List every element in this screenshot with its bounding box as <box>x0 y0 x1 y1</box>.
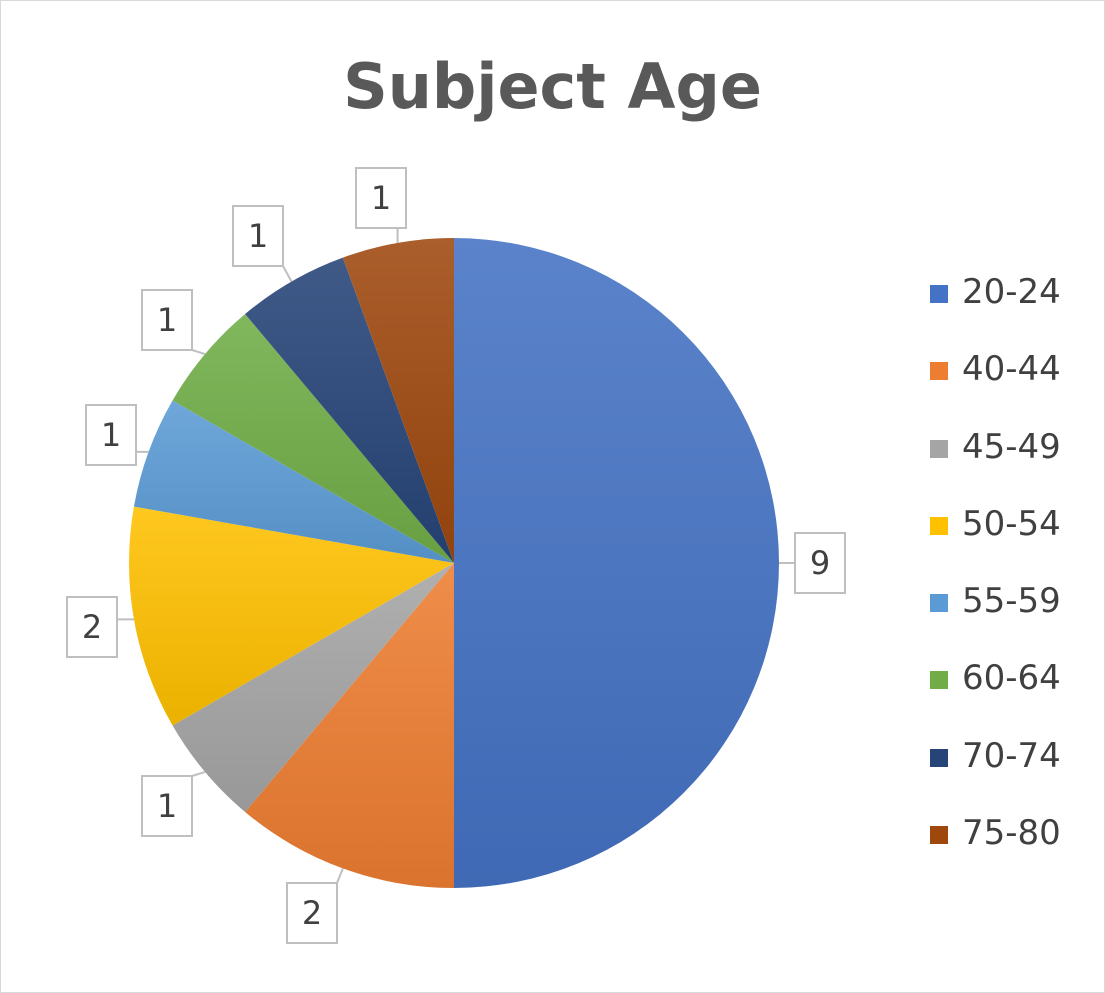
legend-item-75-80: 75-80 <box>930 811 1061 888</box>
legend-swatch-20-24 <box>930 285 948 303</box>
legend-label-75-80: 75-80 <box>962 813 1061 854</box>
data-label-leader-45-49 <box>191 770 206 777</box>
legend-label-20-24: 20-24 <box>962 272 1061 312</box>
data-label-60-64: 1 <box>157 301 177 339</box>
data-label-70-74: 1 <box>248 217 268 255</box>
chart-title: Subject Age <box>343 50 762 123</box>
data-label-55-59: 1 <box>101 416 121 454</box>
data-label-box-60-64 <box>141 289 193 351</box>
legend-item-20-24: 20-24 <box>930 270 1061 347</box>
data-label-45-49: 1 <box>157 787 177 825</box>
legend-swatch-50-54 <box>930 516 948 535</box>
legend-item-60-64: 60-64 <box>930 656 1061 733</box>
legend: 20-24 40-44 45-49 50-54 55-59 60-64 70-74 75-80 <box>930 270 1061 888</box>
legend-label-55-59: 55-59 <box>962 581 1061 622</box>
legend-item-45-49: 45-49 <box>930 425 1061 502</box>
legend-swatch-40-44 <box>930 362 948 381</box>
pie-slice-60-64 <box>172 314 454 563</box>
pie-slice-70-74 <box>245 257 454 563</box>
pie-slices <box>129 238 779 888</box>
data-label-leader-40-44 <box>336 868 344 884</box>
legend-label-70-74: 70-74 <box>962 735 1061 776</box>
data-label-75-80: 1 <box>371 179 391 217</box>
data-label-box-40-44 <box>286 882 338 944</box>
data-label-box-70-74 <box>232 205 284 267</box>
legend-swatch-60-64 <box>930 671 948 690</box>
data-label-40-44: 2 <box>302 894 322 932</box>
data-label-box-45-49 <box>141 775 193 837</box>
data-label-box-75-80 <box>355 167 407 229</box>
legend-item-50-54: 50-54 <box>930 502 1061 579</box>
legend-swatch-55-59 <box>930 594 948 613</box>
legend-item-70-74: 70-74 <box>930 734 1061 811</box>
pie-slice-50-54 <box>129 506 454 726</box>
data-label-20-24: 9 <box>810 544 830 582</box>
data-label-leader-60-64 <box>191 349 206 356</box>
legend-label-60-64: 60-64 <box>962 658 1061 699</box>
data-label-box-55-59 <box>85 404 137 466</box>
legend-label-45-49: 45-49 <box>962 426 1061 467</box>
legend-label-50-54: 50-54 <box>962 503 1061 544</box>
pie-data-labels: 9 2 1 2 1 1 1 1 <box>66 167 846 944</box>
pie-slice-20-24 <box>454 238 779 888</box>
legend-swatch-45-49 <box>930 439 948 458</box>
pie-slice-40-44 <box>245 563 454 888</box>
legend-item-40-44: 40-44 <box>930 347 1061 424</box>
data-label-50-54: 2 <box>82 608 102 646</box>
data-label-leader-70-74 <box>282 265 293 283</box>
legend-label-40-44: 40-44 <box>962 349 1061 390</box>
legend-item-55-59: 55-59 <box>930 579 1061 656</box>
legend-swatch-70-74 <box>930 748 948 767</box>
pie-slice-55-59 <box>133 400 454 563</box>
pie-slice-45-49 <box>172 563 454 812</box>
pie-slice-75-80 <box>342 238 454 563</box>
legend-swatch-75-80 <box>930 826 948 845</box>
data-label-box-50-54 <box>66 596 118 658</box>
